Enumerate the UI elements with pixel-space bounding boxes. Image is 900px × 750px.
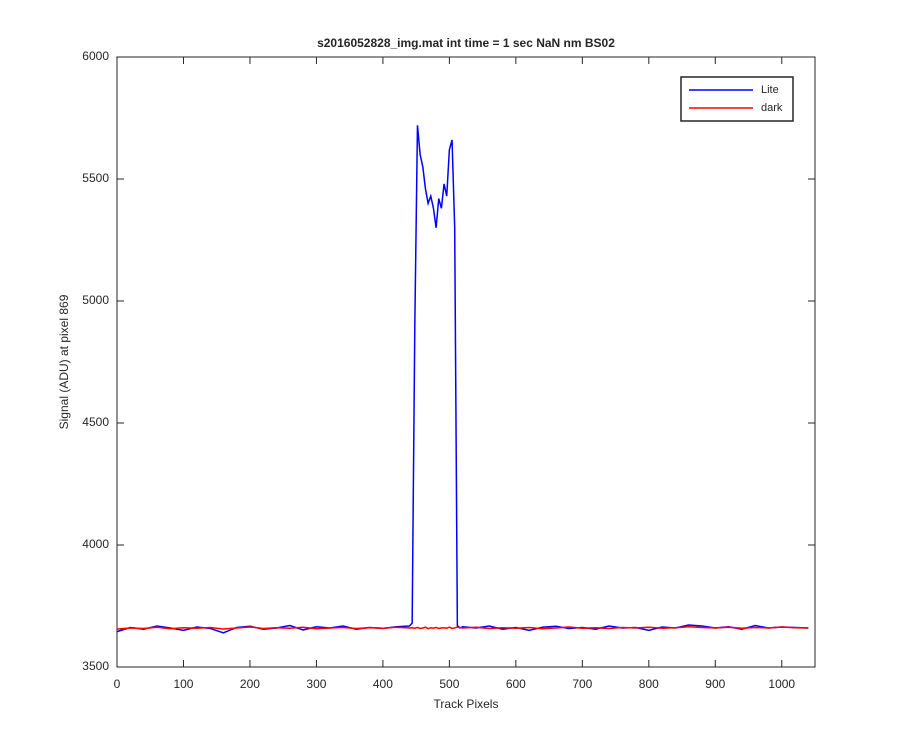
legend-label: Lite [761,84,779,96]
x-tick-label: 500 [439,677,459,691]
x-tick-label: 900 [705,677,725,691]
y-tick-label: 6000 [82,49,109,63]
y-tick-label: 4500 [82,415,109,429]
x-tick-label: 0 [114,677,121,691]
x-tick-label: 700 [572,677,592,691]
y-axis-label: Signal (ADU) at pixel 869 [57,294,71,429]
x-tick-label: 1000 [768,677,795,691]
x-tick-label: 300 [306,677,326,691]
x-tick-label: 200 [240,677,260,691]
y-tick-label: 5000 [82,293,109,307]
x-tick-label: 400 [373,677,393,691]
data-line [116,625,809,630]
x-tick-label: 600 [506,677,526,691]
y-tick-label: 5500 [82,171,109,185]
chart-title: s2016052828_img.mat int time = 1 sec NaN… [317,36,615,50]
x-tick-label: 800 [639,677,659,691]
x-axis-label: Track Pixels [434,697,499,711]
y-tick-label: 4000 [82,537,109,551]
x-tick-label: 100 [173,677,193,691]
y-tick-label: 3500 [82,659,109,673]
plot-area [116,56,816,668]
legend-label: dark [761,102,783,114]
legend-box [680,76,794,122]
